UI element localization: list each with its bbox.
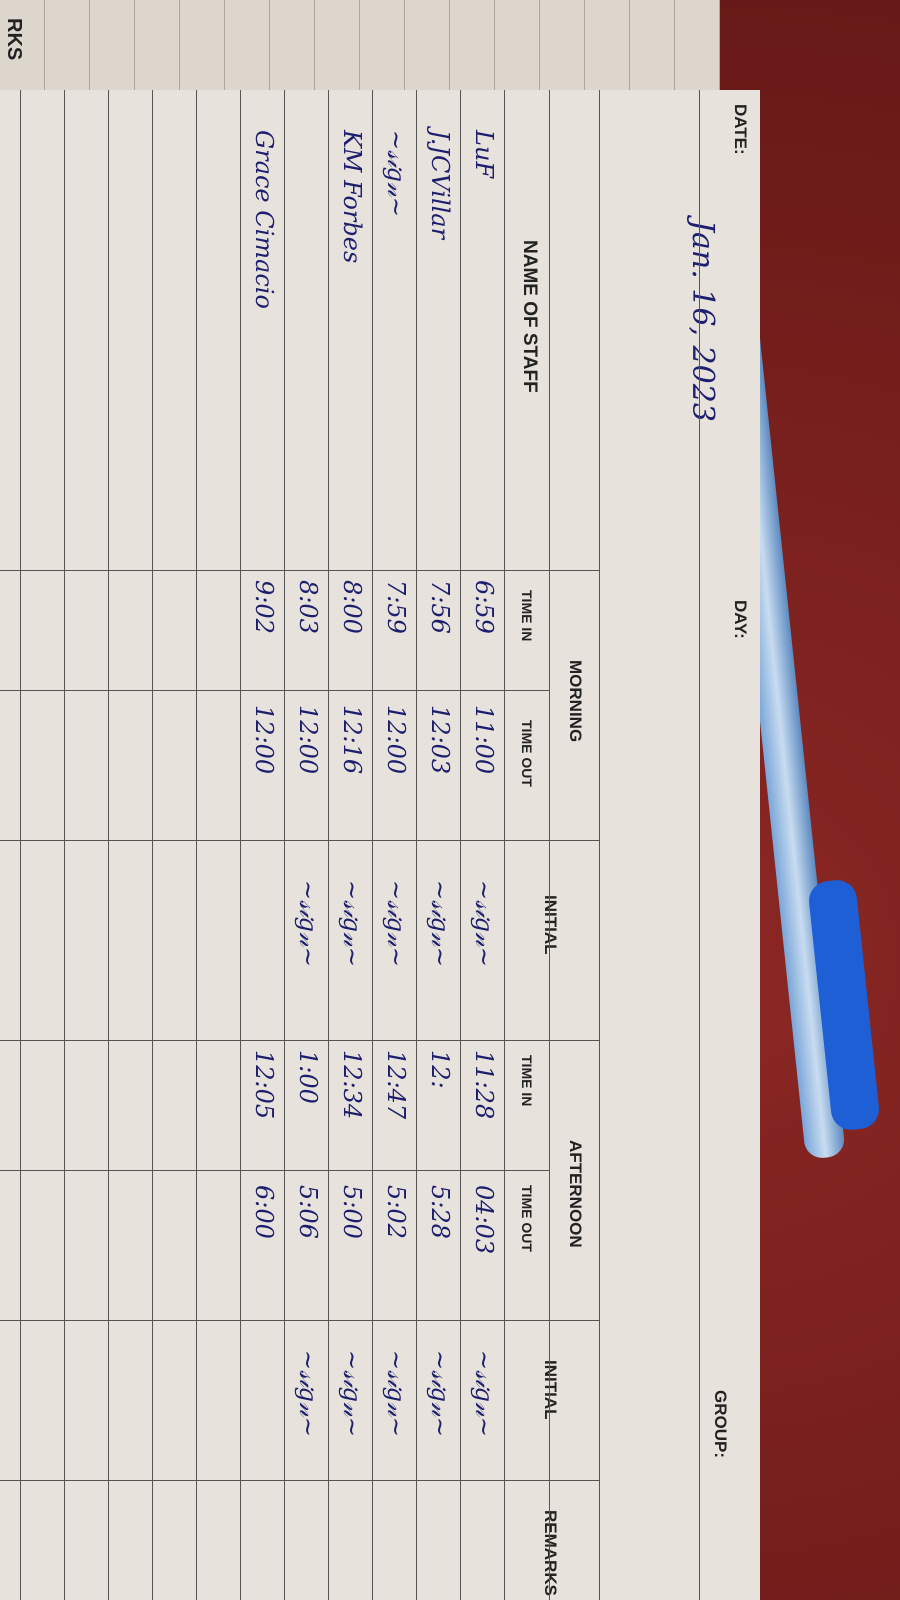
morning-header: MORNING [566, 660, 585, 743]
signature-pm-initial: ~𝓈𝒾𝑔𝓃~ [426, 1350, 454, 1437]
signature-pm-initial: ~𝓈𝒾𝑔𝓃~ [338, 1350, 366, 1437]
cell-am-out: 12:16 [338, 705, 366, 775]
column-line [0, 1320, 600, 1321]
signature-pm-initial: ~𝓈𝒾𝑔𝓃~ [294, 1350, 322, 1437]
remarks-header: REMARKS [541, 1510, 560, 1596]
cell-pm-in: 12:05 [250, 1050, 278, 1120]
cell-am-in: 8:00 [338, 580, 366, 634]
cell-am-in: 8:03 [294, 580, 322, 634]
grid-line [599, 90, 600, 1600]
group-label: GROUP: [711, 1390, 730, 1458]
cell-name: J.JCVillar [426, 130, 454, 240]
row-line [20, 90, 21, 1600]
cell-pm-in: 12:47 [382, 1050, 410, 1120]
row-line [284, 90, 285, 1600]
column-line [0, 690, 550, 691]
row-line [64, 90, 65, 1600]
cell-am-out: 12:03 [426, 705, 454, 775]
am-time-out-header: TIME OUT [519, 720, 535, 787]
cell-pm-out: 5:00 [338, 1185, 366, 1239]
row-line [240, 90, 241, 1600]
row-line [460, 90, 461, 1600]
attendance-sheet: DATE: Jan. 16, 2023 DAY: GROUP: NAME OF … [0, 90, 760, 1600]
date-label: DATE: [731, 104, 750, 155]
cell-pm-out: 5:02 [382, 1185, 410, 1239]
cell-pm-out: 04:03 [470, 1185, 498, 1255]
am-initial-header: INITIAL [541, 895, 560, 955]
cell-am-in: 7:59 [382, 580, 410, 634]
cell-am-out: 12:00 [294, 705, 322, 775]
grid-line [504, 90, 505, 1600]
signature-am-initial: ~𝓈𝒾𝑔𝓃~ [426, 880, 454, 967]
cell-pm-in: 12:34 [338, 1050, 366, 1120]
cell-pm-out: 5:06 [294, 1185, 322, 1239]
column-line [0, 1480, 600, 1481]
signature-am-initial: ~𝓈𝒾𝑔𝓃~ [470, 880, 498, 967]
am-time-in-header: TIME IN [519, 590, 535, 642]
cell-pm-in: 1:00 [294, 1050, 322, 1104]
afternoon-header: AFTERNOON [566, 1140, 585, 1248]
signature-am-initial: ~𝓈𝒾𝑔𝓃~ [338, 880, 366, 967]
cell-am-in: 6:59 [470, 580, 498, 634]
cell-am-out: 11:00 [470, 705, 498, 775]
row-line [108, 90, 109, 1600]
column-line [0, 1040, 600, 1041]
column-line [0, 570, 600, 571]
row-line [152, 90, 153, 1600]
signature-pm-initial: ~𝓈𝒾𝑔𝓃~ [470, 1350, 498, 1437]
cell-am-out: 12:00 [382, 705, 410, 775]
row-line [328, 90, 329, 1600]
cell-name: KM Forbes [338, 130, 366, 264]
name-header: NAME OF STAFF [519, 240, 540, 393]
previous-page: RKS [0, 0, 720, 102]
day-label: DAY: [731, 600, 750, 639]
cell-name: LuF [470, 130, 498, 179]
cell-pm-in: 12: [426, 1050, 454, 1089]
cell-am-out: 12:00 [250, 705, 278, 775]
row-line [416, 90, 417, 1600]
signature-name: ~𝓈𝒾𝑔𝓃~ [382, 130, 410, 217]
pm-initial-header: INITIAL [541, 1360, 560, 1420]
previous-page-header: RKS [3, 18, 25, 61]
row-line [196, 90, 197, 1600]
cell-am-in: 9:02 [250, 580, 278, 634]
pm-time-out-header: TIME OUT [519, 1185, 535, 1252]
signature-am-initial: ~𝓈𝒾𝑔𝓃~ [382, 880, 410, 967]
cell-pm-out: 5:28 [426, 1185, 454, 1239]
signature-pm-initial: ~𝓈𝒾𝑔𝓃~ [382, 1350, 410, 1437]
cell-am-in: 7:56 [426, 580, 454, 634]
grid-line [699, 90, 700, 1600]
pm-time-in-header: TIME IN [519, 1055, 535, 1107]
grid-line [549, 90, 550, 1600]
cell-name: Grace Cimacio [250, 130, 278, 309]
date-value: Jan. 16, 2023 [685, 220, 720, 422]
column-line [0, 840, 600, 841]
cell-pm-in: 11:28 [470, 1050, 498, 1120]
column-line [0, 1170, 550, 1171]
signature-am-initial: ~𝓈𝒾𝑔𝓃~ [294, 880, 322, 967]
cell-pm-out: 6:00 [250, 1185, 278, 1239]
row-line [372, 90, 373, 1600]
